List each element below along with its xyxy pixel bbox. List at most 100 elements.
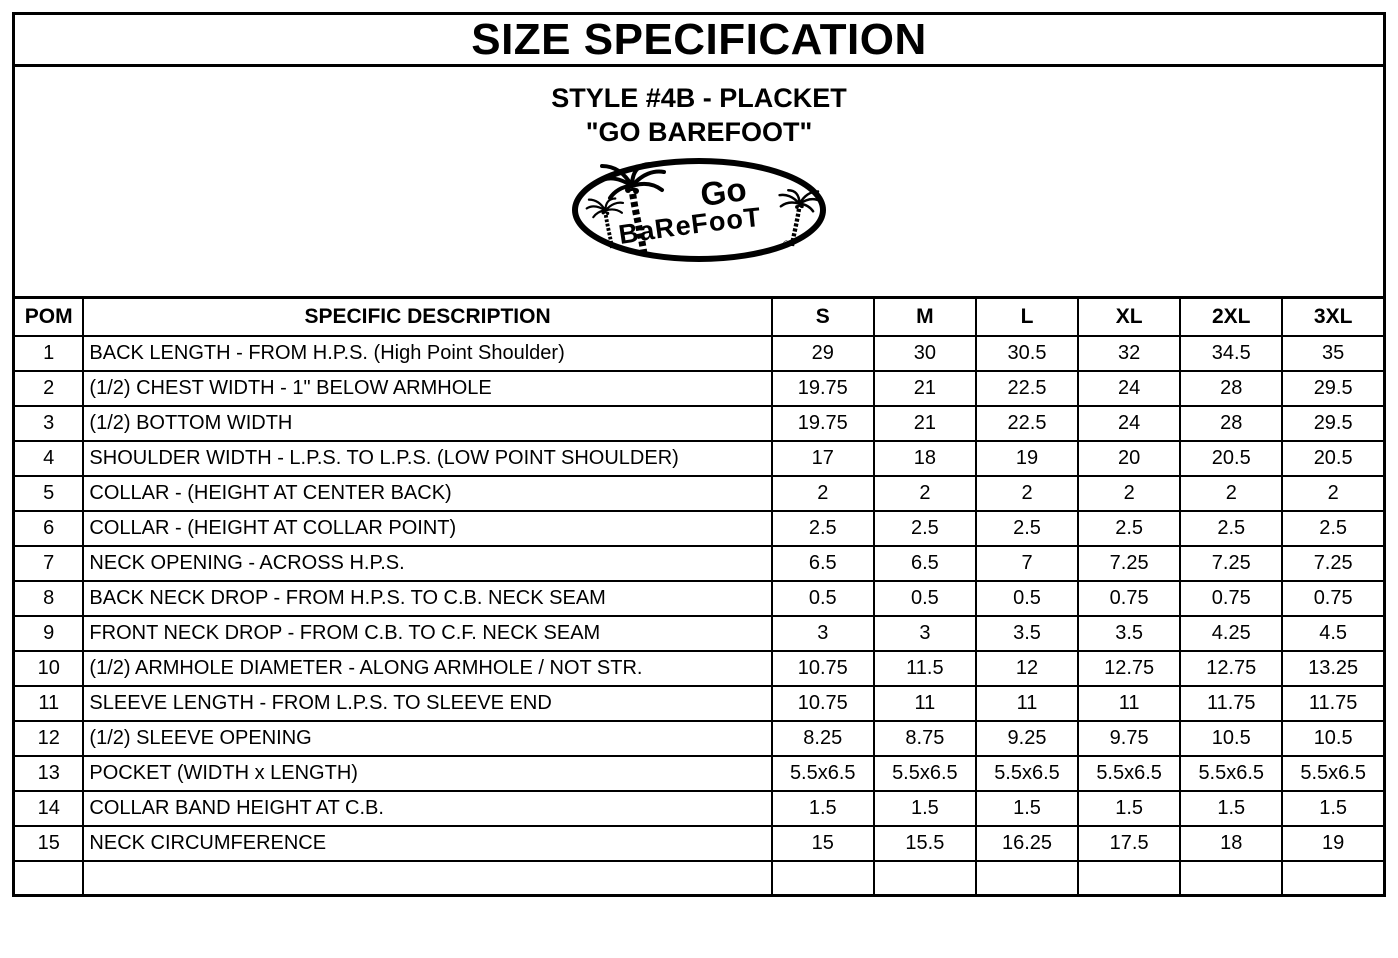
size-value-cell: 1.5 — [974, 789, 1080, 827]
size-value-cell: 34.5 — [1179, 334, 1284, 372]
size-value-cell: 28 — [1179, 404, 1284, 442]
size-value-cell: 19.75 — [770, 404, 875, 442]
brand-section: STYLE #4B - PLACKET "GO BAREFOOT" — [12, 67, 1386, 296]
pom-cell: 2 — [12, 369, 85, 407]
table-row: 14 COLLAR BAND HEIGHT AT C.B. 1.5 1.5 1.5 1.5… — [12, 789, 1386, 827]
size-value-cell: 9.25 — [974, 719, 1080, 757]
size-value-cell: 19 — [1281, 824, 1386, 862]
size-value-cell: 11.75 — [1179, 684, 1284, 722]
size-value-cell: 2 — [1179, 474, 1284, 512]
size-value-cell: 22.5 — [974, 404, 1080, 442]
pom-cell: 8 — [12, 579, 85, 617]
size-value-cell: 5.5x6.5 — [872, 754, 977, 792]
size-value-cell: 1.5 — [1179, 789, 1284, 827]
table-row: 4 SHOULDER WIDTH - L.P.S. TO L.P.S. (LOW … — [12, 439, 1386, 477]
size-value-cell: 5.5x6.5 — [974, 754, 1080, 792]
size-value-cell: 2.5 — [1179, 509, 1284, 547]
description-cell — [82, 859, 773, 897]
table-row: 10 (1/2) ARMHOLE DIAMETER - ALONG ARMHOLE… — [12, 649, 1386, 687]
table-row: 7 NECK OPENING - ACROSS H.P.S. 6.5 6.5 7 7.25… — [12, 544, 1386, 582]
style-line: STYLE #4B - PLACKET — [551, 83, 847, 113]
size-value-cell: 8.75 — [872, 719, 977, 757]
size-value-cell: 11 — [872, 684, 977, 722]
size-value-cell: 11.75 — [1281, 684, 1386, 722]
description-cell: COLLAR - (HEIGHT AT CENTER BACK) — [82, 474, 773, 512]
size-column-header: L — [974, 296, 1080, 337]
pom-cell: 1 — [12, 334, 85, 372]
size-value-cell: 1.5 — [1281, 789, 1386, 827]
size-value-cell: 0.5 — [872, 579, 977, 617]
size-value-cell — [770, 859, 875, 897]
size-value-cell: 10.75 — [770, 649, 875, 687]
description-cell: COLLAR - (HEIGHT AT COLLAR POINT) — [82, 509, 773, 547]
size-value-cell: 16.25 — [974, 824, 1080, 862]
size-value-cell — [1077, 859, 1182, 897]
size-value-cell: 30.5 — [974, 334, 1080, 372]
table-row: 3 (1/2) BOTTOM WIDTH 19.75 21 22.5 24 28 29.5 — [12, 404, 1386, 442]
size-value-cell — [872, 859, 977, 897]
size-value-cell: 10.5 — [1179, 719, 1284, 757]
size-value-cell: 2 — [872, 474, 977, 512]
size-value-cell: 3.5 — [974, 614, 1080, 652]
size-value-cell: 20 — [1077, 439, 1182, 477]
description-cell: BACK LENGTH - FROM H.P.S. (High Point Sh… — [82, 334, 773, 372]
size-value-cell: 19.75 — [770, 369, 875, 407]
size-value-cell: 12.75 — [1077, 649, 1182, 687]
table-row: 2 (1/2) CHEST WIDTH - 1" BELOW ARMHOLE 19.… — [12, 369, 1386, 407]
size-value-cell: 19 — [974, 439, 1080, 477]
description-cell: SLEEVE LENGTH - FROM L.P.S. TO SLEEVE EN… — [82, 684, 773, 722]
size-value-cell: 17 — [770, 439, 875, 477]
size-column-header: 3XL — [1281, 296, 1386, 337]
description-cell: POCKET (WIDTH x LENGTH) — [82, 754, 773, 792]
size-column-header: XL — [1077, 296, 1182, 337]
size-value-cell: 15 — [770, 824, 875, 862]
size-value-cell: 10.75 — [770, 684, 875, 722]
size-value-cell: 29 — [770, 334, 875, 372]
go-barefoot-logo-image: Go BaReFooT ® — [572, 158, 826, 262]
size-value-cell: 2.5 — [1077, 509, 1182, 547]
size-value-cell: 7.25 — [1281, 544, 1386, 582]
size-value-cell: 20.5 — [1179, 439, 1284, 477]
pom-cell: 14 — [12, 789, 85, 827]
size-value-cell: 18 — [1179, 824, 1284, 862]
registered-trademark-icon: ® — [783, 239, 790, 249]
pom-cell: 11 — [12, 684, 85, 722]
size-value-cell: 0.5 — [974, 579, 1080, 617]
size-column-header: S — [770, 296, 875, 337]
size-value-cell: 30 — [872, 334, 977, 372]
table-row: 6 COLLAR - (HEIGHT AT COLLAR POINT) 2.5 2.5… — [12, 509, 1386, 547]
size-value-cell: 5.5x6.5 — [1077, 754, 1182, 792]
size-value-cell: 0.75 — [1179, 579, 1284, 617]
size-spec-table: POM SPECIFIC DESCRIPTION S M L XL 2XL 3XL 1 BACK… — [12, 296, 1386, 897]
pom-cell: 6 — [12, 509, 85, 547]
size-value-cell: 28 — [1179, 369, 1284, 407]
description-cell: BACK NECK DROP - FROM H.P.S. TO C.B. NEC… — [82, 579, 773, 617]
pom-column-header: POM — [12, 296, 85, 337]
size-value-cell — [1179, 859, 1284, 897]
size-value-cell: 2.5 — [974, 509, 1080, 547]
size-value-cell: 35 — [1281, 334, 1386, 372]
table-row: 8 BACK NECK DROP - FROM H.P.S. TO C.B. NE… — [12, 579, 1386, 617]
size-value-cell: 24 — [1077, 404, 1182, 442]
table-row — [12, 859, 1386, 897]
size-value-cell: 7.25 — [1077, 544, 1182, 582]
size-value-cell: 2.5 — [1281, 509, 1386, 547]
description-cell: (1/2) CHEST WIDTH - 1" BELOW ARMHOLE — [82, 369, 773, 407]
size-value-cell: 4.5 — [1281, 614, 1386, 652]
size-value-cell: 3.5 — [1077, 614, 1182, 652]
size-value-cell: 7 — [974, 544, 1080, 582]
pom-cell: 10 — [12, 649, 85, 687]
description-cell: (1/2) SLEEVE OPENING — [82, 719, 773, 757]
table-row: 9 FRONT NECK DROP - FROM C.B. TO C.F. NEC… — [12, 614, 1386, 652]
go-barefoot-logo: Go BaReFooT ® — [15, 157, 1383, 263]
table-body: 1 BACK LENGTH - FROM H.P.S. (High Point S… — [12, 334, 1386, 897]
size-value-cell: 8.25 — [770, 719, 875, 757]
logo-go-text: Go — [698, 170, 749, 213]
size-value-cell — [974, 859, 1080, 897]
size-value-cell: 6.5 — [770, 544, 875, 582]
size-value-cell: 0.75 — [1281, 579, 1386, 617]
size-value-cell: 29.5 — [1281, 369, 1386, 407]
description-cell: NECK CIRCUMFERENCE — [82, 824, 773, 862]
description-column-header: SPECIFIC DESCRIPTION — [82, 296, 773, 337]
